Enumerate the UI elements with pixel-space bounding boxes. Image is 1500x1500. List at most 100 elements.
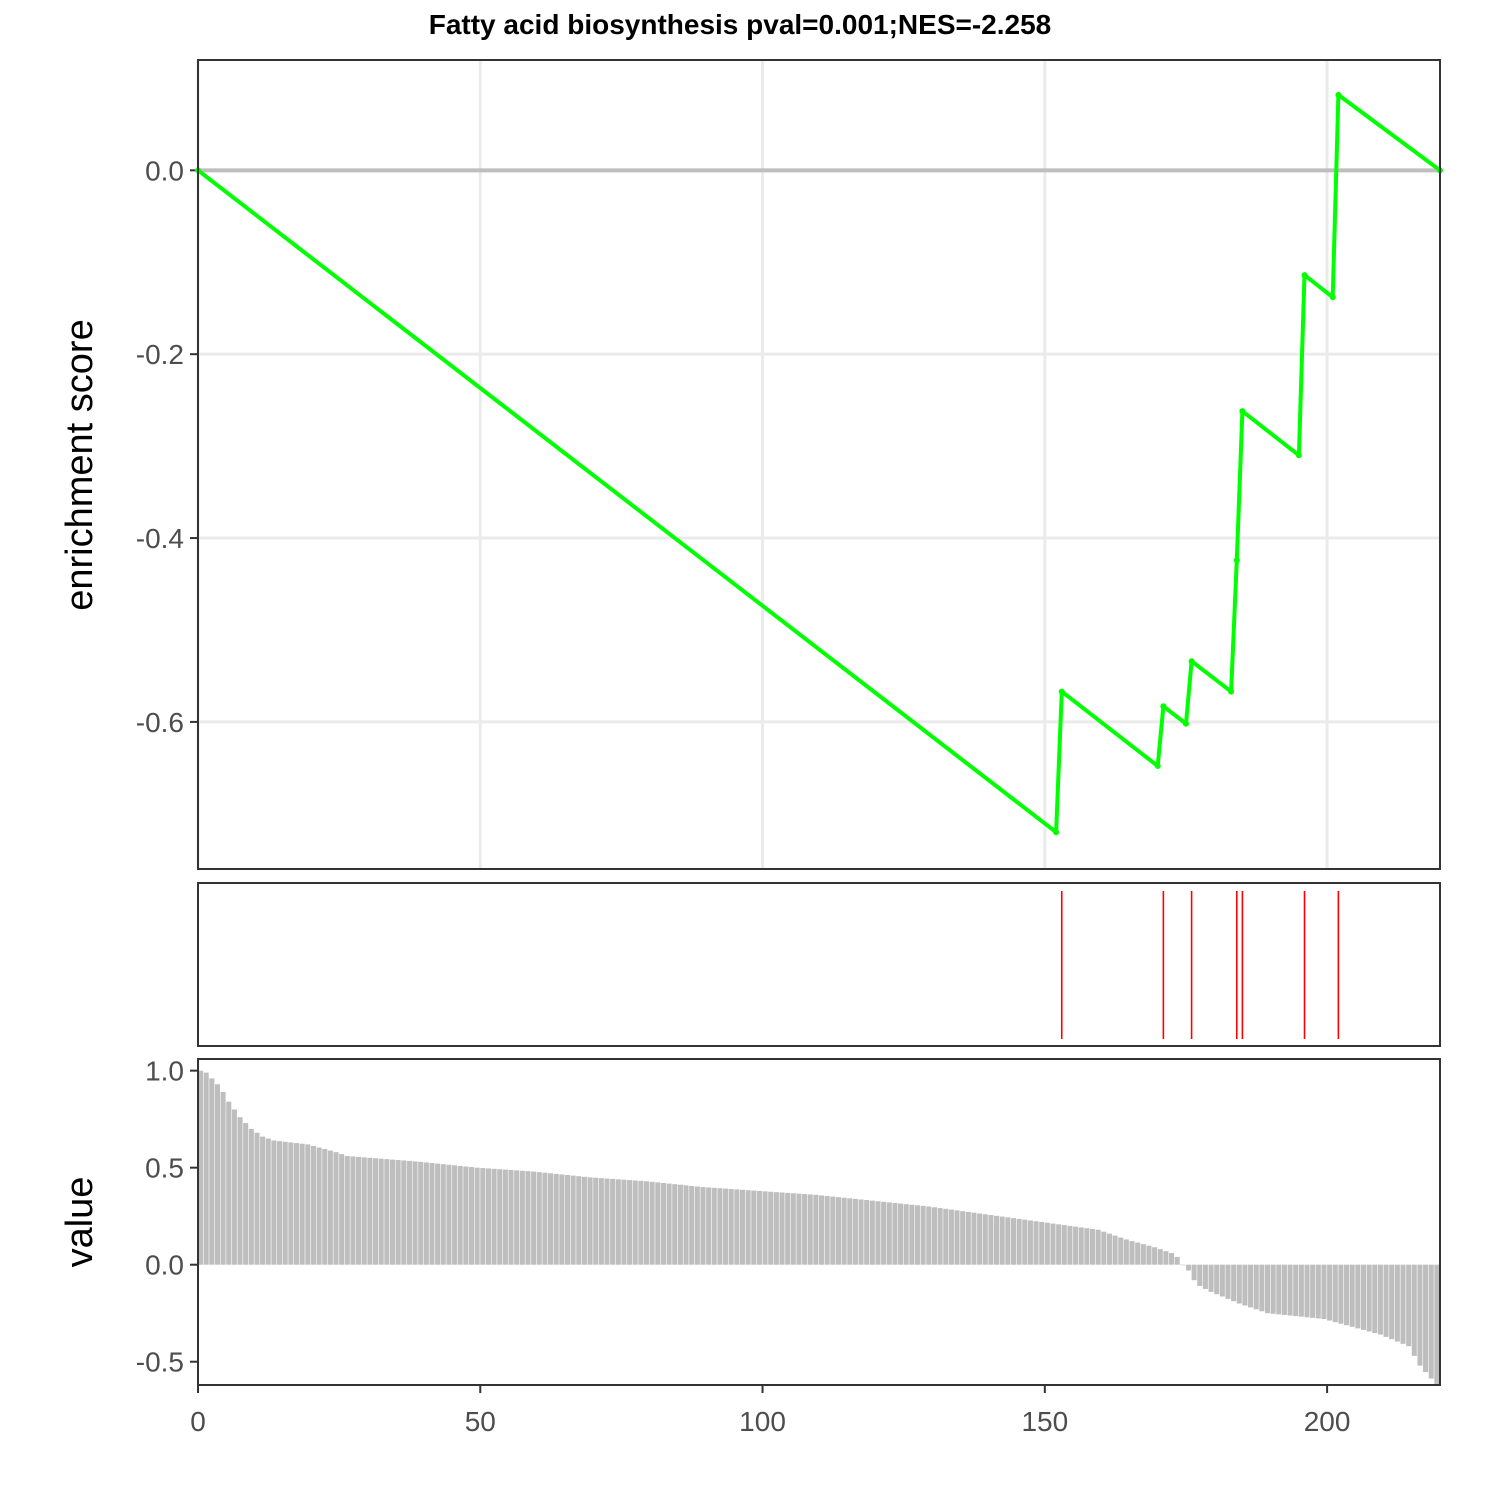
value-y-tick-label: 1.0 — [145, 1056, 184, 1087]
es-point — [1335, 91, 1342, 98]
value-bar — [1225, 1264, 1231, 1299]
value-bar — [1293, 1264, 1299, 1317]
value-bar — [260, 1136, 266, 1265]
value-bar — [1219, 1264, 1225, 1297]
value-bar — [491, 1168, 497, 1265]
value-bar — [463, 1166, 469, 1265]
value-axis-title: value — [59, 1177, 101, 1268]
es-point — [1053, 829, 1060, 836]
value-bar — [564, 1175, 570, 1265]
value-bar — [1056, 1224, 1062, 1265]
x-tick-label: 150 — [1021, 1406, 1068, 1437]
x-axis: 0 50 100 150 200 — [190, 1385, 1350, 1437]
value-bar — [1236, 1264, 1242, 1304]
value-bar — [1321, 1264, 1327, 1320]
value-bar — [1315, 1264, 1321, 1319]
value-bar — [1135, 1242, 1141, 1265]
value-bar — [305, 1144, 311, 1265]
value-bar — [1411, 1264, 1417, 1356]
value-bar — [864, 1200, 870, 1265]
es-point — [1239, 408, 1246, 415]
value-bar — [999, 1216, 1005, 1265]
value-bar — [994, 1215, 1000, 1265]
value-bar — [389, 1159, 395, 1265]
value-y-tick-label: 0.5 — [145, 1153, 184, 1184]
value-bar — [835, 1197, 841, 1265]
value-bar — [1344, 1264, 1350, 1326]
value-bar — [1185, 1264, 1191, 1271]
value-bar — [406, 1160, 412, 1265]
value-bar — [1214, 1264, 1220, 1295]
value-bar — [1423, 1264, 1429, 1373]
value-bar — [339, 1154, 345, 1265]
value-bar — [367, 1157, 373, 1265]
rug-panel-background — [198, 883, 1440, 1046]
value-bar — [1400, 1264, 1406, 1344]
value-bar — [1372, 1264, 1378, 1333]
value-bar — [452, 1165, 458, 1265]
value-bar — [203, 1072, 209, 1265]
value-bar — [485, 1168, 491, 1265]
value-bar — [435, 1163, 441, 1265]
value-bar — [1061, 1225, 1067, 1265]
es-point — [1301, 272, 1308, 279]
value-bar — [819, 1195, 825, 1265]
value-bar — [655, 1182, 661, 1265]
value-bar — [1078, 1227, 1084, 1265]
value-bar — [1394, 1264, 1400, 1342]
value-bar — [1202, 1264, 1208, 1289]
value-bar — [198, 1070, 204, 1265]
value-bar — [796, 1193, 802, 1265]
es-point — [1295, 452, 1302, 459]
value-bar — [638, 1180, 644, 1265]
value-bar — [395, 1160, 401, 1265]
value-bar — [909, 1204, 915, 1265]
value-bar — [627, 1180, 633, 1265]
value-bar — [1191, 1264, 1197, 1281]
value-bar — [723, 1188, 729, 1265]
es-point — [1188, 658, 1195, 665]
value-bar — [1389, 1264, 1395, 1340]
value-bar — [1406, 1264, 1412, 1347]
value-bar — [1044, 1222, 1050, 1265]
value-bar — [802, 1194, 808, 1265]
value-bar — [892, 1202, 898, 1265]
value-bar — [412, 1161, 418, 1265]
value-bar — [739, 1189, 746, 1265]
value-bar — [1253, 1264, 1259, 1310]
value-bar — [1123, 1239, 1129, 1265]
value-bar — [1197, 1264, 1203, 1287]
value-bar — [1022, 1219, 1028, 1265]
value-bar — [965, 1211, 971, 1265]
value-bar — [1360, 1264, 1367, 1330]
value-bar — [1366, 1264, 1372, 1332]
value-bar — [1163, 1251, 1169, 1265]
value-bar — [604, 1178, 610, 1265]
value-bar — [598, 1178, 604, 1265]
value-bar — [316, 1147, 322, 1265]
value-bar — [226, 1101, 232, 1265]
value-bar — [1118, 1237, 1124, 1265]
value-bar — [790, 1193, 796, 1265]
value-bar — [920, 1205, 926, 1265]
value-bar — [841, 1197, 847, 1265]
value-bar — [672, 1184, 678, 1265]
value-bar — [1180, 1264, 1186, 1266]
value-bar — [350, 1156, 356, 1265]
hit-rug-panel — [197, 882, 1441, 1047]
value-bar — [581, 1176, 587, 1265]
value-bar — [576, 1176, 582, 1265]
value-panel-border — [197, 1058, 1441, 1386]
es-point — [1154, 763, 1161, 770]
value-bar — [237, 1117, 243, 1265]
value-bar — [745, 1190, 751, 1265]
value-bar — [373, 1158, 379, 1265]
value-bar — [418, 1161, 424, 1265]
value-bar — [299, 1143, 305, 1265]
value-bar — [762, 1191, 768, 1265]
value-bar — [914, 1205, 921, 1265]
value-bar — [277, 1141, 283, 1265]
value-bar — [423, 1162, 429, 1265]
value-bar — [886, 1202, 892, 1265]
value-bar — [1016, 1218, 1022, 1265]
